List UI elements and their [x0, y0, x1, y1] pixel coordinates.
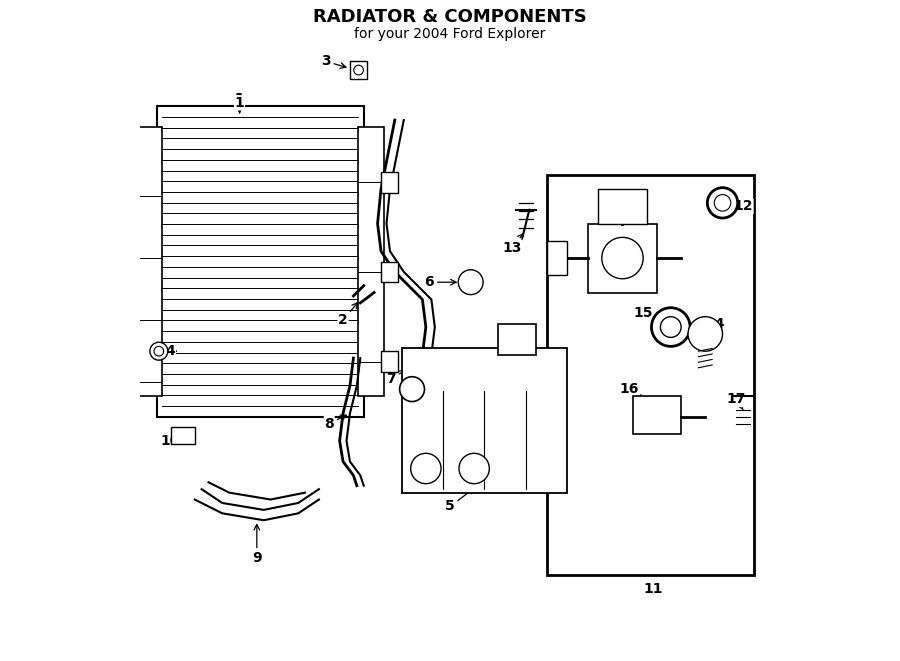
- Circle shape: [458, 270, 483, 295]
- Bar: [136, 127, 162, 396]
- Text: for your 2004 Ford Explorer: for your 2004 Ford Explorer: [355, 27, 545, 41]
- Text: 1: 1: [235, 93, 245, 112]
- Text: 2: 2: [338, 303, 357, 327]
- Bar: [633, 396, 681, 434]
- Circle shape: [354, 65, 364, 75]
- Circle shape: [715, 194, 731, 211]
- Text: 5: 5: [446, 488, 474, 514]
- Circle shape: [410, 453, 441, 484]
- Circle shape: [707, 188, 738, 218]
- Bar: [171, 427, 194, 444]
- Text: 7: 7: [386, 371, 405, 386]
- Text: 1: 1: [235, 96, 245, 112]
- Text: 11: 11: [644, 582, 663, 596]
- Text: 4: 4: [166, 344, 176, 358]
- Text: 1: 1: [235, 93, 245, 106]
- Circle shape: [652, 308, 690, 346]
- Circle shape: [150, 342, 167, 360]
- Bar: [381, 262, 399, 282]
- Circle shape: [688, 317, 723, 351]
- Bar: [499, 324, 536, 355]
- Bar: [381, 172, 399, 192]
- Text: 12: 12: [726, 200, 753, 214]
- Bar: [358, 127, 384, 396]
- Text: 13: 13: [502, 234, 523, 254]
- Bar: [157, 106, 364, 416]
- Text: 6: 6: [425, 275, 456, 290]
- Circle shape: [602, 237, 644, 279]
- Bar: [598, 189, 646, 223]
- Text: 15: 15: [634, 306, 663, 323]
- Circle shape: [400, 377, 425, 402]
- Text: 8: 8: [324, 415, 346, 431]
- Text: 17: 17: [726, 393, 746, 410]
- Text: 3: 3: [321, 54, 346, 69]
- Text: RADIATOR & COMPONENTS: RADIATOR & COMPONENTS: [313, 7, 587, 26]
- Bar: [546, 175, 753, 576]
- Bar: [381, 351, 399, 372]
- Text: 9: 9: [252, 524, 262, 565]
- Text: 16: 16: [620, 382, 643, 401]
- Circle shape: [459, 453, 490, 484]
- Bar: [401, 348, 567, 492]
- Text: 10: 10: [161, 434, 184, 448]
- Bar: [546, 241, 567, 275]
- Bar: [350, 61, 367, 79]
- Text: 14: 14: [706, 317, 725, 333]
- Circle shape: [661, 317, 681, 337]
- Circle shape: [154, 346, 164, 356]
- Bar: [588, 223, 657, 293]
